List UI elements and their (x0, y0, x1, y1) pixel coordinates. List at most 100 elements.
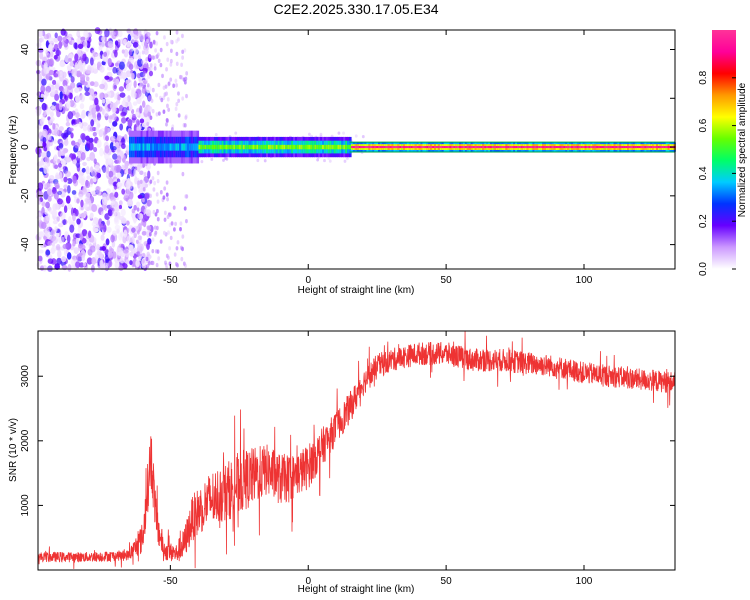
spectrogram-cell (181, 55, 185, 60)
spectrogram-cell (149, 200, 153, 205)
spectrogram-cell (77, 151, 81, 159)
spectrogram-band-core (609, 146, 613, 149)
spectrogram-cell (54, 93, 60, 101)
spectrogram-cell (116, 145, 121, 153)
spectrogram-band-core (190, 143, 194, 151)
spectrogram-band-core (269, 144, 273, 150)
spectrogram-band-core (237, 144, 240, 150)
spectrogram-cell (83, 40, 88, 48)
spectrogram-band-core (513, 146, 516, 149)
spectrogram-cell (78, 252, 83, 257)
spectrogram-cell (78, 174, 84, 184)
spectrogram-cell (82, 81, 88, 86)
spectrogram-cell (62, 71, 67, 79)
spectrogram-cell (70, 132, 74, 139)
y-tick-label: 20 (20, 92, 31, 104)
spectrogram-band-core (159, 143, 163, 151)
spectrogram-cell (93, 146, 98, 153)
spectrogram-cell (57, 190, 63, 196)
spectrogram-cell (47, 240, 52, 246)
spectrogram-x-axis-label: Height of straight line (km) (298, 285, 415, 296)
spectrogram-band-core (364, 146, 368, 149)
spectrogram-cell (96, 139, 102, 149)
spectrogram-band-core (372, 146, 375, 149)
spectrogram-cell (123, 38, 127, 45)
spectrogram-tone-band (129, 130, 676, 164)
spectrogram-cell (69, 224, 75, 233)
spectrogram-cell (60, 158, 66, 166)
spectrogram-cell (92, 176, 97, 183)
spectrogram-band-core (161, 143, 165, 151)
spectrogram-cell (104, 125, 109, 135)
spectrogram-cell (169, 235, 173, 241)
spectrogram-band-core (455, 146, 458, 149)
spectrogram-cell (41, 115, 46, 123)
spectrogram-cell (70, 259, 77, 266)
snr-plot-background (38, 331, 675, 570)
spectrogram-band-core (443, 146, 447, 149)
spectrogram-cell (61, 236, 65, 244)
spectrogram-band-core (277, 144, 281, 150)
spectrogram-cell (53, 127, 60, 137)
spectrogram-cell (151, 88, 155, 93)
spectrogram-cell (142, 79, 148, 85)
spectrogram-band-core (356, 146, 360, 149)
spectrogram-cell (151, 248, 155, 254)
spectrogram-cell (41, 201, 46, 207)
spectrogram-band-core (428, 146, 431, 149)
spectrogram-cell (183, 80, 187, 85)
spectrogram-cell (222, 158, 225, 162)
spectrogram-band-core (293, 144, 296, 150)
colorbar-ticks: 0.0 0.2 0.4 0.6 0.8 (698, 70, 736, 276)
spectrogram-cell (41, 102, 47, 111)
spectrogram-cell (224, 156, 227, 160)
spectrogram-cell (143, 48, 149, 55)
spectrogram-band-core (200, 144, 203, 150)
spectrogram-band-core (412, 146, 416, 149)
spectrogram-cell (86, 175, 91, 180)
spectrogram-band-core (489, 146, 493, 149)
spectrogram-cell (110, 210, 117, 217)
spectrogram-band-core (312, 144, 315, 150)
spectrogram-cell (142, 258, 145, 264)
spectrogram-cell (112, 251, 117, 259)
spectrogram-band-core (273, 144, 277, 150)
spectrogram-band-core (667, 146, 671, 149)
spectrogram-cell (76, 218, 81, 225)
spectrogram-band-core (246, 144, 250, 150)
spectrogram-cell (136, 207, 140, 212)
spectrogram-band-core (399, 146, 402, 149)
spectrogram-cell (166, 103, 169, 109)
spectrogram-band-core (393, 146, 396, 149)
spectrogram-cell (156, 170, 160, 176)
spectrogram-cell (153, 66, 157, 71)
spectrogram-cell (123, 229, 128, 238)
spectrogram-cell (151, 237, 155, 242)
spectrogram-band-core (198, 144, 202, 150)
spectrogram-cell (104, 75, 110, 80)
spectrogram-cell (71, 68, 77, 77)
spectrogram-cell (105, 165, 110, 174)
spectrogram-cell (141, 198, 145, 203)
spectrogram-band-core (571, 146, 574, 149)
spectrogram-cell (142, 67, 148, 73)
spectrogram-cell (119, 92, 126, 98)
spectrogram-cell (92, 228, 99, 233)
spectrogram-cell (176, 37, 180, 42)
spectrogram-cell (125, 259, 130, 265)
spectrogram-cell (63, 176, 68, 183)
spectrogram-band-core (627, 146, 630, 149)
spectrogram-band-core (171, 143, 174, 151)
spectrogram-cell (68, 127, 74, 132)
spectrogram-cell (55, 232, 60, 238)
spectrogram-cell (131, 91, 138, 99)
spectrogram-cell (115, 78, 120, 85)
spectrogram-cell (67, 263, 72, 272)
spectrogram-cell (43, 147, 48, 152)
spectrogram-cell (107, 58, 112, 66)
spectrogram-cell (143, 171, 147, 177)
spectrogram-cell (88, 214, 94, 219)
spectrogram-cell (174, 221, 177, 227)
spectrogram-cell (137, 120, 140, 126)
